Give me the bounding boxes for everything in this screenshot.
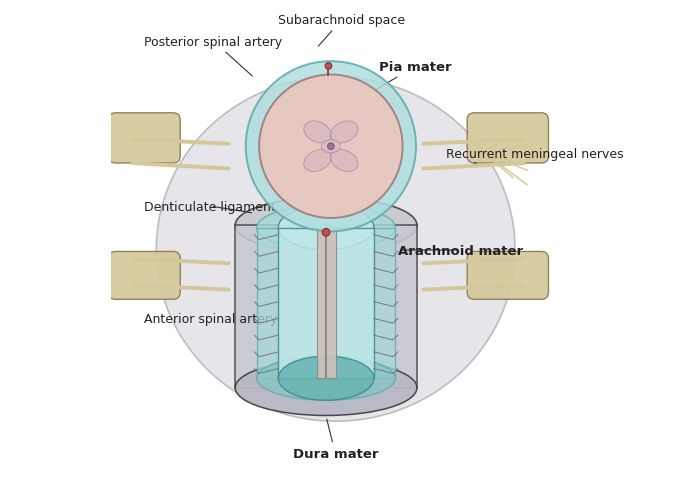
Circle shape bbox=[259, 75, 402, 218]
Ellipse shape bbox=[279, 206, 374, 250]
Ellipse shape bbox=[257, 206, 395, 250]
FancyBboxPatch shape bbox=[279, 228, 374, 378]
FancyBboxPatch shape bbox=[257, 228, 395, 378]
Text: Posterior spinal artery: Posterior spinal artery bbox=[144, 36, 283, 77]
FancyBboxPatch shape bbox=[108, 114, 180, 164]
FancyBboxPatch shape bbox=[467, 252, 549, 300]
FancyBboxPatch shape bbox=[467, 114, 549, 164]
Text: Pia mater: Pia mater bbox=[372, 61, 452, 93]
FancyBboxPatch shape bbox=[235, 226, 417, 388]
Text: Anterior spinal artery: Anterior spinal artery bbox=[144, 312, 283, 326]
Ellipse shape bbox=[235, 198, 417, 253]
Ellipse shape bbox=[257, 356, 395, 400]
Ellipse shape bbox=[279, 356, 374, 400]
FancyBboxPatch shape bbox=[316, 228, 336, 378]
Ellipse shape bbox=[330, 122, 358, 144]
Text: Recurrent meningeal nerves: Recurrent meningeal nerves bbox=[446, 148, 623, 164]
Circle shape bbox=[325, 63, 332, 70]
Text: Denticulate ligament: Denticulate ligament bbox=[144, 200, 276, 213]
Circle shape bbox=[328, 144, 334, 150]
Text: Dura mater: Dura mater bbox=[293, 419, 378, 460]
Text: Subarachnoid space: Subarachnoid space bbox=[279, 14, 405, 47]
Circle shape bbox=[322, 229, 330, 237]
Ellipse shape bbox=[235, 360, 417, 416]
FancyBboxPatch shape bbox=[108, 252, 180, 300]
Ellipse shape bbox=[330, 150, 358, 172]
Ellipse shape bbox=[304, 150, 331, 172]
Circle shape bbox=[246, 62, 416, 232]
Ellipse shape bbox=[321, 140, 340, 154]
Text: Arachnoid mater: Arachnoid mater bbox=[398, 244, 523, 257]
Ellipse shape bbox=[156, 78, 515, 421]
Ellipse shape bbox=[304, 122, 331, 144]
